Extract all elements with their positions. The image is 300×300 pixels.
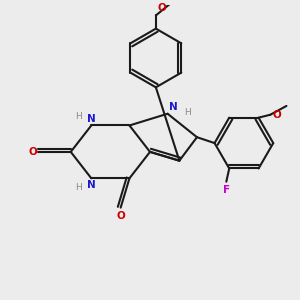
Text: N: N — [87, 180, 96, 190]
Text: H: H — [184, 108, 190, 117]
Text: N: N — [87, 114, 96, 124]
Text: O: O — [116, 211, 125, 220]
Text: O: O — [28, 147, 37, 157]
Text: F: F — [223, 184, 230, 195]
Text: H: H — [75, 112, 82, 121]
Text: O: O — [273, 110, 281, 120]
Text: O: O — [157, 3, 166, 13]
Text: H: H — [75, 183, 82, 192]
Text: N: N — [169, 102, 178, 112]
